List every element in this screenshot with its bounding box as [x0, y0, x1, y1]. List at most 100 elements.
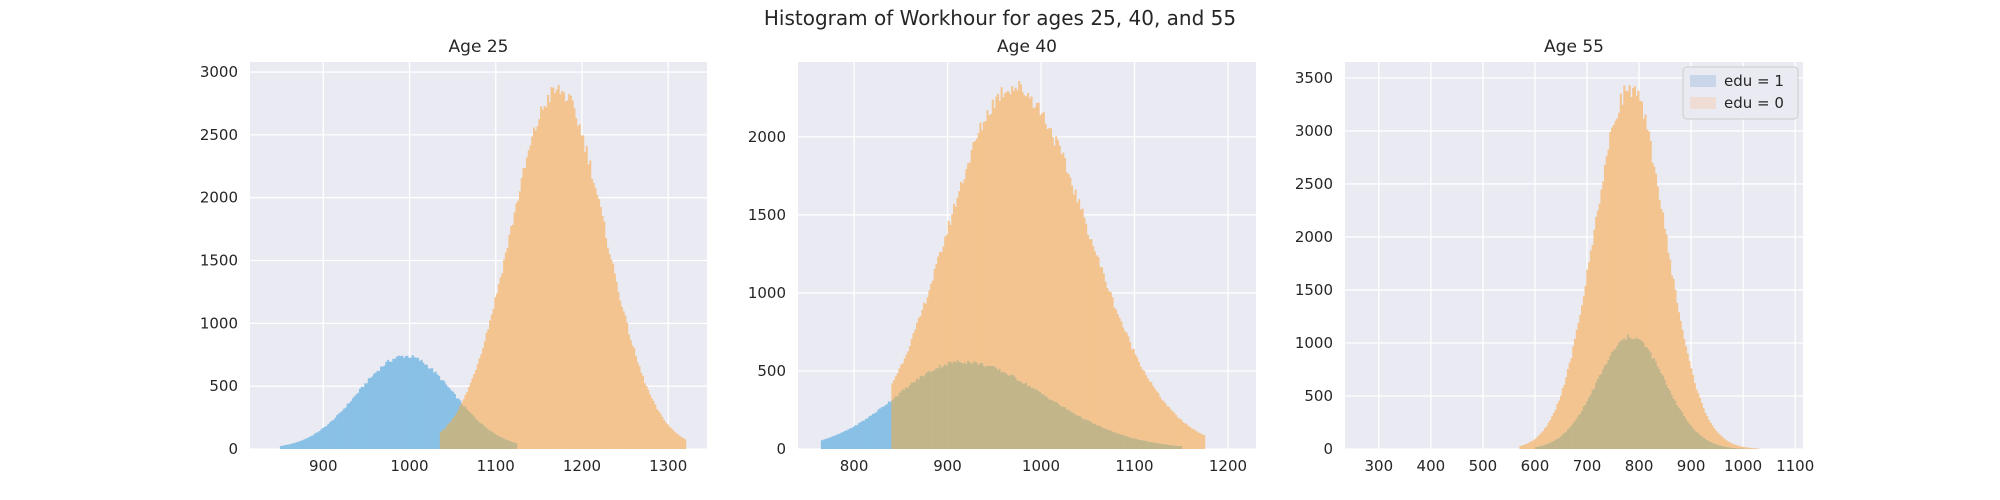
histogram-bar-overlap [898, 392, 901, 449]
histogram-bar-edu0 [944, 236, 947, 365]
y-tick-label: 2000 [748, 128, 786, 146]
histogram-bar-edu0 [508, 234, 511, 441]
histogram-bar-edu0 [1019, 84, 1023, 382]
histogram-bar-overlap [1647, 349, 1651, 449]
histogram-bar-edu0 [552, 87, 555, 449]
histogram-bar-edu0 [968, 162, 971, 363]
x-tick-label: 900 [309, 457, 338, 475]
histogram-bar-edu0 [1603, 164, 1607, 366]
histogram-bar-overlap [1037, 390, 1040, 449]
histogram-bar-edu0 [1577, 322, 1580, 416]
histogram-bar-overlap [1030, 387, 1033, 449]
histogram-bar-edu0 [631, 345, 634, 449]
x-tick-label: 800 [840, 457, 869, 475]
histogram-bar-edu0 [1545, 426, 1548, 444]
histogram-bar-edu0 [1132, 348, 1135, 439]
histogram-bar-edu0 [1579, 314, 1582, 414]
histogram-bar-overlap [1665, 384, 1668, 449]
histogram-bar-overlap [1711, 442, 1714, 449]
histogram-bar-edu1 [357, 392, 360, 449]
histogram-bar-edu1 [843, 430, 846, 449]
histogram-bar-overlap [1563, 432, 1566, 449]
histogram-bar-edu1 [886, 404, 889, 449]
histogram-bar-edu0 [1004, 93, 1007, 373]
histogram-bar-edu1 [452, 391, 455, 418]
histogram-bar-edu0 [1693, 383, 1696, 431]
histogram-bar-overlap [942, 366, 945, 449]
histogram-bar-edu0 [949, 224, 952, 362]
histogram-bar-edu0 [1097, 257, 1100, 426]
histogram-bar-edu0 [1746, 447, 1749, 449]
histogram-bar-edu0 [1616, 118, 1619, 347]
histogram-bar-overlap [1610, 352, 1614, 449]
histogram-bar-overlap [1069, 411, 1072, 449]
histogram-bar-overlap [1658, 368, 1661, 449]
histogram-bar-edu1 [879, 408, 882, 449]
histogram-bar-edu0 [1630, 97, 1633, 339]
histogram-bar-edu1 [416, 357, 420, 449]
histogram-bar-edu0 [627, 334, 630, 449]
histogram-bar-edu0 [977, 133, 980, 365]
panel-title: Age 40 [997, 37, 1057, 57]
histogram-bar-overlap [1649, 352, 1652, 449]
histogram-bar-edu1 [299, 440, 302, 449]
histogram-bar-overlap [1118, 434, 1121, 449]
histogram-bar-overlap [1051, 400, 1054, 449]
histogram-bar-edu0 [981, 130, 984, 363]
histogram-bar-edu0 [554, 93, 557, 449]
histogram-bar-edu0 [529, 145, 532, 450]
histogram-bar-edu0 [682, 438, 685, 449]
histogram-bar-overlap [997, 369, 1000, 449]
y-tick-label: 1500 [200, 252, 238, 270]
histogram-bar-edu0 [585, 145, 588, 449]
histogram-bar-overlap [931, 370, 934, 449]
histogram-bar-overlap [508, 440, 511, 449]
histogram-bar-overlap [949, 361, 952, 449]
histogram-bar-edu0 [1700, 402, 1703, 436]
histogram-bar-overlap [900, 391, 903, 449]
histogram-bar-edu1 [411, 355, 414, 449]
histogram-bar-overlap [1676, 404, 1679, 449]
histogram-bar-edu0 [483, 341, 486, 427]
histogram-bar-edu1 [425, 364, 428, 449]
histogram-bar-edu0 [1730, 443, 1733, 448]
histogram-bar-edu0 [956, 197, 959, 361]
histogram-bar-overlap [923, 376, 926, 449]
histogram-bar-edu0 [993, 108, 996, 367]
histogram-bar-edu0 [995, 96, 998, 368]
histogram-bar-edu1 [408, 357, 411, 449]
histogram-bar-overlap [1099, 426, 1102, 449]
histogram-bar-edu0 [1051, 137, 1054, 401]
histogram-bar-overlap [1542, 445, 1545, 449]
histogram-bar-edu1 [355, 394, 358, 449]
histogram-bar-edu0 [947, 220, 950, 362]
histogram-bar-overlap [1651, 358, 1654, 449]
histogram-bar-edu0 [513, 212, 516, 443]
histogram-bar-edu1 [424, 364, 427, 449]
histogram-bar-overlap [893, 398, 896, 449]
histogram-bar-overlap [1556, 438, 1559, 449]
histogram-bar-overlap [1146, 441, 1149, 449]
histogram-bar-edu0 [1160, 399, 1163, 444]
histogram-bar-edu0 [1684, 346, 1688, 419]
histogram-bar-edu1 [318, 431, 321, 449]
histogram-bar-edu0 [492, 308, 495, 433]
histogram-bar-edu0 [555, 89, 558, 449]
histogram-bar-edu0 [641, 375, 645, 449]
histogram-bar-overlap [1736, 448, 1739, 449]
histogram-bar-overlap [462, 406, 465, 449]
histogram-bar-edu0 [643, 383, 646, 449]
histogram-bar-edu0 [1095, 255, 1098, 426]
histogram-bar-edu0 [1055, 136, 1058, 402]
y-tick-label: 1000 [748, 284, 786, 302]
histogram-bar-edu0 [596, 194, 599, 449]
y-tick-label: 3500 [1295, 69, 1333, 87]
histogram-bar-edu1 [388, 361, 391, 449]
histogram-bar-edu1 [293, 442, 296, 449]
histogram-bar-edu0 [1048, 128, 1051, 400]
histogram-bar-edu0 [525, 157, 529, 449]
histogram-bar-overlap [1062, 406, 1065, 449]
histogram-bar-edu1 [850, 427, 853, 449]
histogram-bar-overlap [497, 435, 500, 449]
